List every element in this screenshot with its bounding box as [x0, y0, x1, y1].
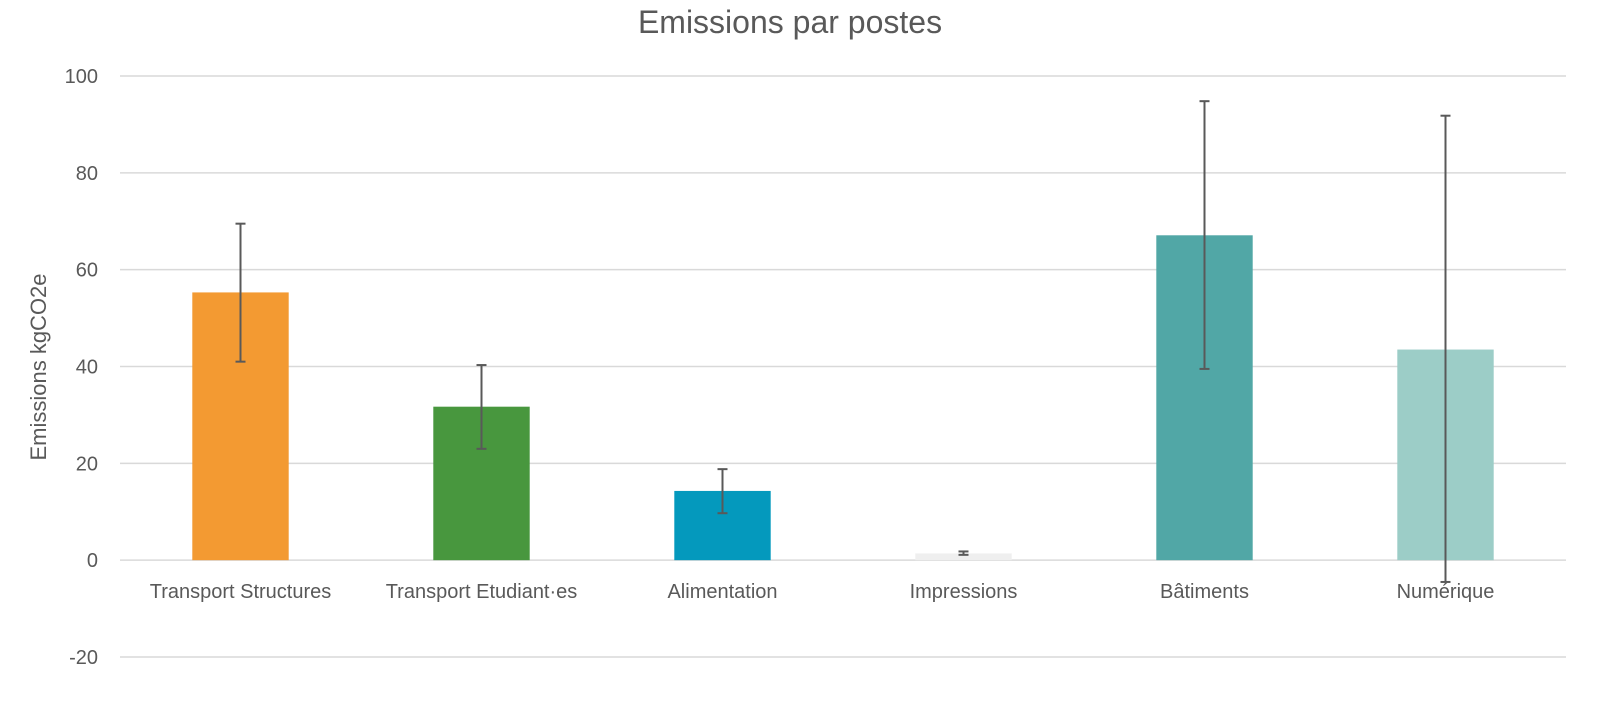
x-tick-label: Alimentation — [667, 581, 777, 603]
x-tick-label: Bâtiments — [1160, 581, 1249, 603]
error-bars — [235, 100, 1451, 583]
x-tick-label: Transport Structures — [150, 581, 332, 603]
y-axis-label: Emissions kgCO2e — [26, 273, 51, 460]
y-tick-label: -20 — [69, 647, 98, 669]
y-tick-label: 20 — [76, 453, 98, 475]
y-tick-label: 60 — [76, 260, 98, 282]
y-tick-label: 0 — [87, 550, 98, 572]
gridlines — [120, 75, 1566, 658]
y-tick-label: 80 — [76, 163, 98, 185]
x-tick-label: Transport Etudiant·es — [386, 581, 578, 603]
y-tick-label: 40 — [76, 357, 98, 379]
bar — [915, 553, 1012, 561]
x-tick-label: Numérique — [1397, 581, 1495, 603]
chart-title: Emissions par postes — [638, 4, 942, 40]
bars — [192, 235, 1494, 561]
y-tick-label: 100 — [65, 66, 98, 88]
x-axis-ticks: Transport Structures Transport Etudiant·e… — [150, 581, 1495, 603]
x-tick-label: Impressions — [910, 581, 1018, 603]
y-axis-ticks: -20 0 20 40 60 80 100 — [65, 66, 98, 669]
